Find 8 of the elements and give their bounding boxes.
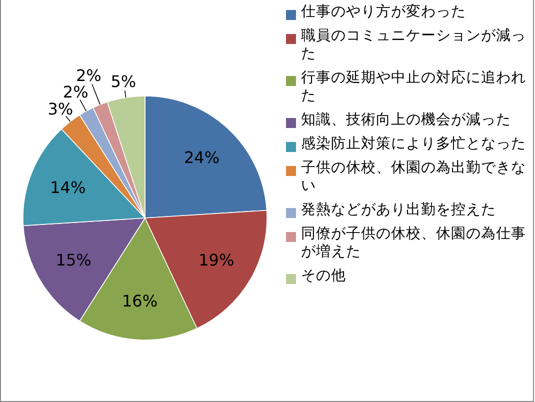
legend-label: その他 bbox=[301, 266, 346, 284]
data-label: 19% bbox=[198, 250, 234, 270]
data-label: 3% bbox=[48, 99, 74, 118]
data-label: 24% bbox=[184, 148, 220, 168]
data-label: 14% bbox=[50, 178, 86, 197]
data-label: 15% bbox=[56, 250, 92, 270]
data-label: 16% bbox=[122, 291, 158, 310]
data-label: 5% bbox=[110, 72, 136, 92]
